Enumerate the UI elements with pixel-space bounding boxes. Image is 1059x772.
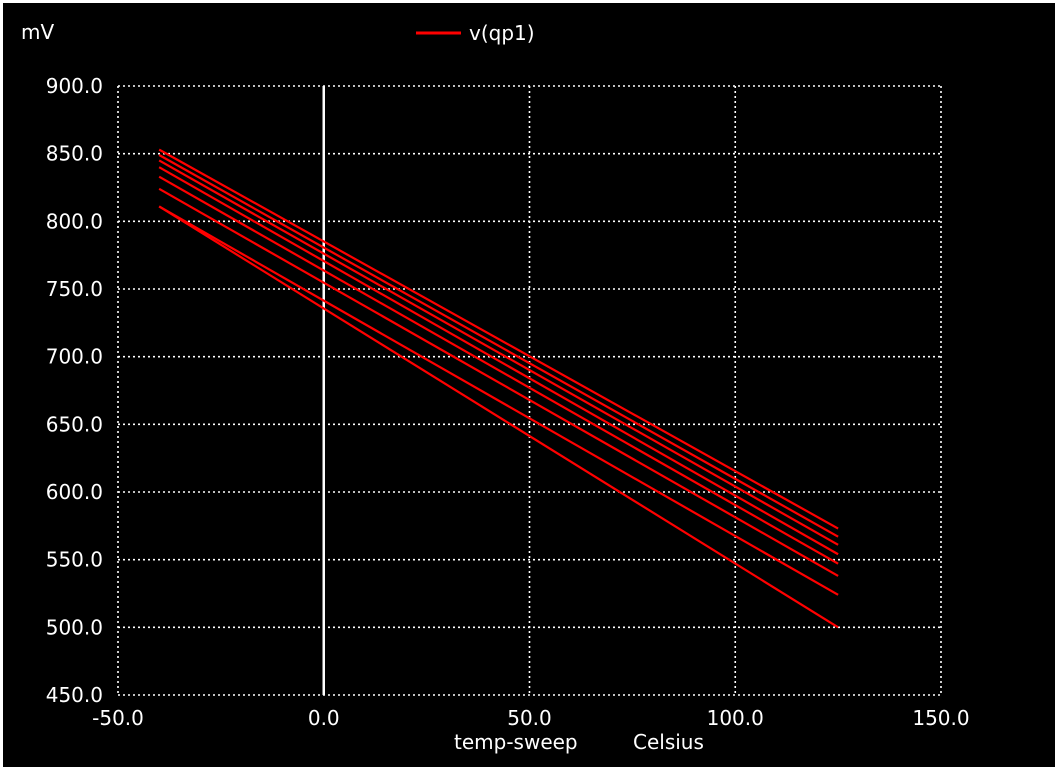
y-tick-label-4: 700.0 — [46, 345, 103, 369]
series-line-4 — [158, 175, 839, 565]
x-tick-labels: -50.0 0.0 50.0 100.0 150.0 — [92, 706, 970, 730]
series-layer — [158, 148, 839, 629]
y-tick-label-0: 900.0 — [46, 74, 103, 98]
x-axis-unit: Celsius — [633, 730, 704, 754]
y-tick-labels: 900.0 850.0 800.0 750.0 700.0 650.0 600.0 550.0… — [46, 74, 103, 707]
chart-svg: 900.0 850.0 800.0 750.0 700.0 650.0 600.0 550.0… — [21, 20, 970, 754]
x-tick-label-1: 0.0 — [308, 706, 340, 730]
grid — [117, 85, 942, 696]
plot-window: 900.0 850.0 800.0 750.0 700.0 650.0 600.0 550.0… — [3, 3, 1055, 767]
x-axis-label: temp-sweep — [454, 730, 578, 754]
series-line-3 — [158, 166, 839, 556]
series-line-7 — [158, 205, 839, 629]
x-tick-label-2: 50.0 — [507, 706, 552, 730]
series-line-1 — [158, 154, 839, 538]
y-tick-label-8: 500.0 — [46, 615, 103, 639]
series-line-2 — [158, 159, 839, 546]
y-tick-label-1: 850.0 — [46, 142, 103, 166]
x-tick-label-3: 100.0 — [707, 706, 764, 730]
y-tick-label-9: 450.0 — [46, 683, 103, 707]
series-line-5 — [158, 187, 839, 577]
x-tick-label-4: 150.0 — [912, 706, 969, 730]
y-tick-label-3: 750.0 — [46, 277, 103, 301]
y-unit-label: mV — [21, 20, 54, 44]
series-line-0 — [158, 148, 839, 530]
y-tick-label-2: 800.0 — [46, 209, 103, 233]
x-tick-label-0: -50.0 — [92, 706, 144, 730]
series-line-6 — [158, 205, 839, 596]
legend-label: v(qp1) — [469, 21, 535, 45]
legend: v(qp1) — [416, 21, 535, 45]
y-tick-label-5: 650.0 — [46, 412, 103, 436]
y-tick-label-7: 550.0 — [46, 548, 103, 572]
y-tick-label-6: 600.0 — [46, 480, 103, 504]
